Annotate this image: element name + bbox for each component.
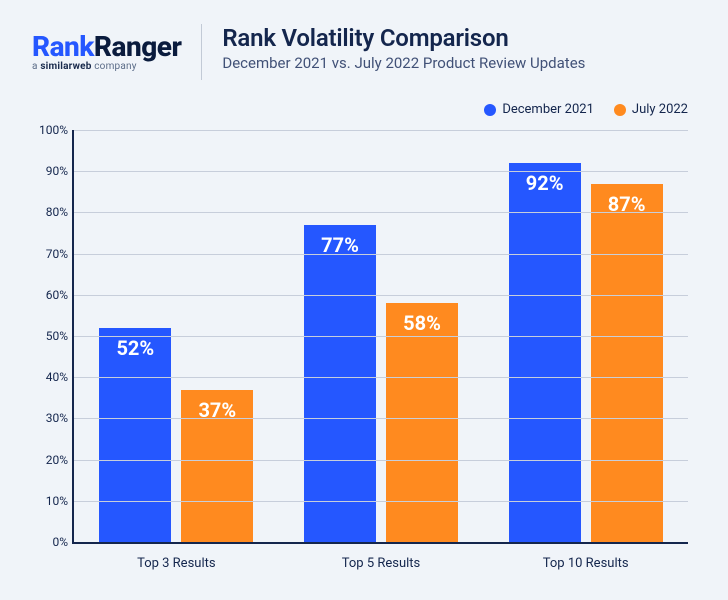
- y-axis-label: 20%: [28, 453, 68, 467]
- bar: 58%: [386, 303, 458, 542]
- chart-area: 52%37%Top 3 Results77%58%Top 5 Results92…: [72, 130, 688, 544]
- logo-part1: Rank: [32, 30, 94, 63]
- legend-item: December 2021: [484, 102, 594, 117]
- y-axis-label: 100%: [28, 123, 68, 137]
- bar: 92%: [509, 163, 581, 542]
- bar: 37%: [181, 390, 253, 542]
- gridline: [74, 254, 688, 255]
- logo-wordmark: RankRanger: [32, 30, 181, 63]
- gridline: [74, 295, 688, 296]
- y-axis-label: 10%: [28, 494, 68, 508]
- y-axis-label: 0%: [28, 535, 68, 549]
- plot: 52%37%Top 3 Results77%58%Top 5 Results92…: [72, 130, 688, 544]
- legend-label: July 2022: [632, 102, 688, 117]
- gridline: [74, 130, 688, 131]
- title-block: Rank Volatility Comparison December 2021…: [222, 24, 696, 72]
- chart-title: Rank Volatility Comparison: [222, 24, 696, 52]
- y-axis-label: 40%: [28, 370, 68, 384]
- chart-container: RankRanger a similarweb company Rank Vol…: [0, 0, 728, 600]
- header: RankRanger a similarweb company Rank Vol…: [32, 24, 696, 80]
- gridline: [74, 171, 688, 172]
- gridline: [74, 501, 688, 502]
- gridline: [74, 212, 688, 213]
- gridline: [74, 418, 688, 419]
- x-axis-label: Top 10 Results: [483, 556, 688, 571]
- bar-value-label: 52%: [99, 336, 171, 360]
- y-axis-label: 60%: [28, 288, 68, 302]
- bar-value-label: 58%: [386, 311, 458, 335]
- y-axis-label: 70%: [28, 247, 68, 261]
- header-divider: [201, 24, 202, 80]
- y-axis-label: 80%: [28, 205, 68, 219]
- logo-part2: Ranger: [94, 30, 181, 63]
- bar: 52%: [99, 328, 171, 542]
- gridline: [74, 460, 688, 461]
- legend-label: December 2021: [502, 102, 594, 117]
- bar: 77%: [304, 225, 376, 542]
- legend-item: July 2022: [614, 102, 688, 117]
- logo: RankRanger a similarweb company: [32, 24, 181, 72]
- y-axis-label: 30%: [28, 411, 68, 425]
- gridline: [74, 377, 688, 378]
- y-axis-label: 90%: [28, 164, 68, 178]
- y-axis-label: 50%: [28, 329, 68, 343]
- gridline: [74, 336, 688, 337]
- chart-subtitle: December 2021 vs. July 2022 Product Revi…: [222, 54, 696, 72]
- bar-value-label: 92%: [509, 171, 581, 195]
- legend-dot: [614, 104, 626, 116]
- legend-dot: [484, 104, 496, 116]
- x-axis-label: Top 5 Results: [279, 556, 484, 571]
- x-axis-label: Top 3 Results: [74, 556, 279, 571]
- bar: 87%: [591, 184, 663, 542]
- legend: December 2021 July 2022: [484, 102, 688, 117]
